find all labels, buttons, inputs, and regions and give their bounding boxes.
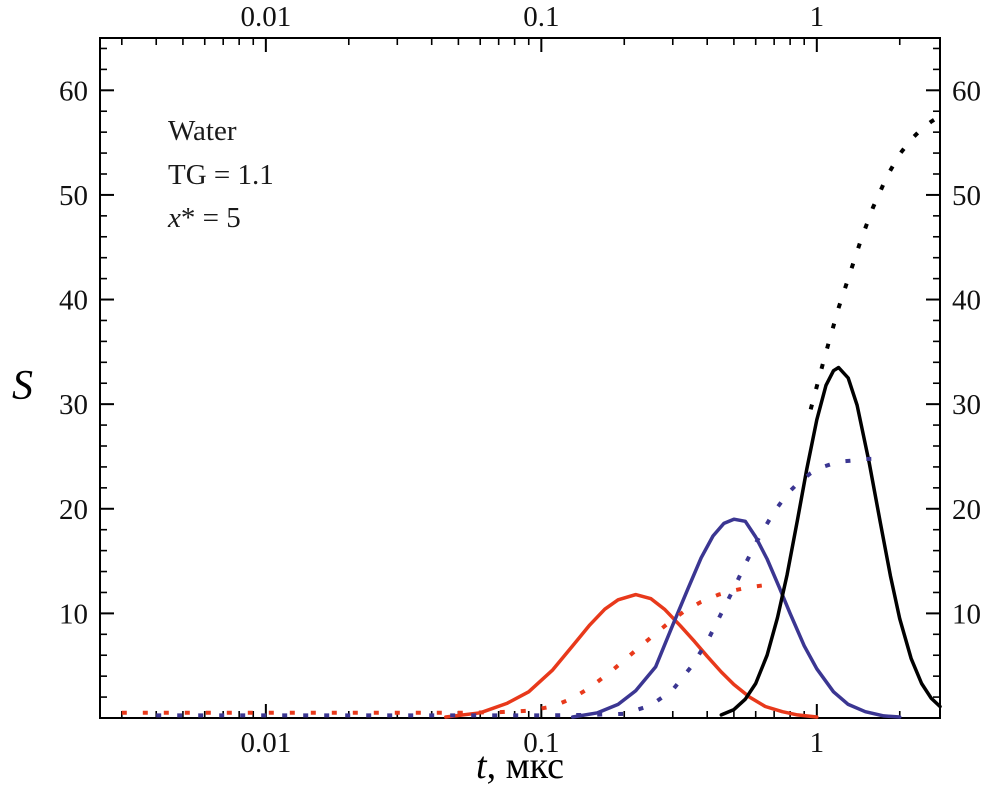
- annotation-line-water: Water: [168, 115, 237, 147]
- x-tick-label-top: 1: [810, 1, 825, 33]
- y-minor-ticks: [100, 47, 940, 698]
- y-axis-label: S: [12, 362, 33, 410]
- plot-border: [99, 37, 941, 719]
- annotation-block: Water TG = 1.1 x* = 5: [168, 110, 274, 241]
- series-red-dotted-cumulative: [121, 582, 775, 715]
- x-tick-label-top: 0.1: [523, 1, 559, 33]
- series-red-solid-peak: [444, 592, 819, 719]
- y-tick-label-right: 10: [952, 598, 981, 630]
- y-axis-label-text: S: [12, 363, 33, 409]
- y-tick-label-right: 50: [952, 180, 981, 212]
- y-tick-label-left: 60: [59, 75, 88, 107]
- annotation-line-tg: TG = 1.1: [168, 158, 274, 191]
- series-black-dotted-cumulative: [808, 115, 939, 410]
- series-blue-dotted-cumulative: [156, 456, 877, 718]
- y-tick-label-right: 40: [952, 285, 981, 317]
- annotation-xstar-var: x: [168, 202, 181, 234]
- y-tick-label-right: 20: [952, 494, 981, 526]
- x-axis-label: t, мкс: [100, 744, 940, 788]
- y-tick-label-right: 60: [952, 75, 981, 107]
- y-tick-label-left: 10: [59, 598, 88, 630]
- series-blue-solid-peak: [570, 517, 902, 719]
- y-major-ticks: 10 10 20 20 30 30 40 40 50 50 60 60: [59, 75, 981, 630]
- series-black-solid-peak: [719, 365, 942, 717]
- y-tick-label-left: 20: [59, 494, 88, 526]
- y-tick-label-left: 50: [59, 180, 88, 212]
- x-axis-label-var: t: [476, 745, 487, 787]
- annotation-line-xstar: x* = 5: [168, 197, 274, 241]
- y-tick-label-right: 30: [952, 389, 981, 421]
- x-major-ticks: 0.01 0.01 0.1 0.1 1 1: [240, 1, 824, 759]
- x-minor-ticks: [121, 38, 901, 718]
- x-tick-label-top: 0.01: [240, 1, 291, 33]
- x-tick-label-bottom: 0.01: [240, 727, 291, 759]
- x-tick-label-bottom: 0.1: [523, 727, 559, 759]
- y-tick-label-left: 30: [59, 389, 88, 421]
- annotation-xstar-rest: * = 5: [180, 202, 241, 234]
- y-tick-label-left: 40: [59, 285, 88, 317]
- x-tick-label-bottom: 1: [810, 727, 825, 759]
- x-axis-label-rest: , мкс: [486, 745, 564, 787]
- series-group: [121, 115, 942, 719]
